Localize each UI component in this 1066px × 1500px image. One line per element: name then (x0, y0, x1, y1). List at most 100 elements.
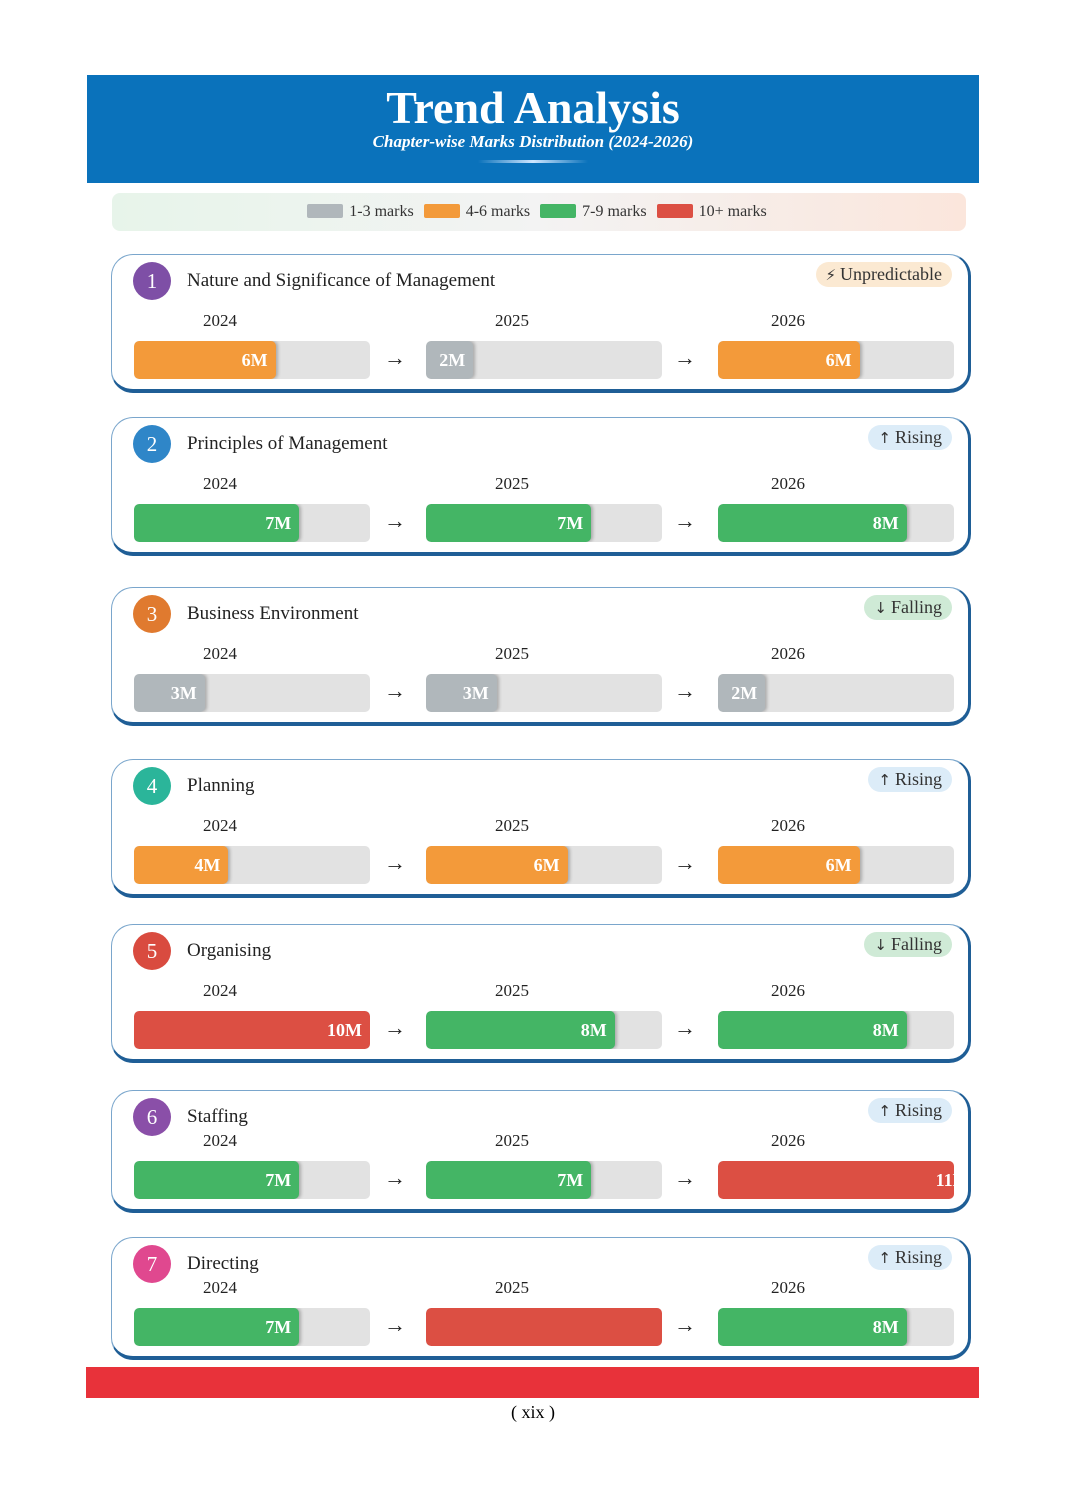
bar-track: 8M (718, 504, 954, 542)
bar: 3M (134, 674, 205, 712)
footer-band (86, 1367, 979, 1398)
trend-label: Unpredictable (840, 264, 942, 284)
bar-track: 6M (426, 846, 662, 884)
bar: 2M (426, 341, 474, 379)
bar-value-label: 7M (265, 513, 292, 533)
chapter-card: 1 Nature and Significance of Management ⚡ U… (111, 254, 971, 393)
arrow: → (674, 1015, 696, 1040)
chapter-number: 6 (133, 1098, 171, 1136)
chapter-title: Principles of Management (187, 433, 388, 454)
bar-value-label: 6M (533, 855, 560, 875)
bar-track: 6M (134, 341, 370, 379)
year-label: 2024 (203, 311, 237, 330)
bar-value-label: 2M (439, 350, 466, 370)
bar-value-label: 7M (265, 1317, 292, 1337)
arrow: → (384, 508, 406, 533)
year-label: 2026 (771, 981, 805, 1000)
bar-track: 16M (426, 1308, 662, 1346)
bar-value-label: 2M (731, 683, 758, 703)
year-label: 2026 (771, 1278, 805, 1297)
bar-value-label: 8M (872, 1020, 899, 1040)
chapter-card: 6 Staffing ↑Rising 2024 7M → 2025 7M → 2026 11M (111, 1090, 971, 1213)
bar: 6M (718, 846, 860, 884)
legend: 1-3 marks 4-6 marks 7-9 marks 10+ marks (112, 193, 966, 231)
chapter-number: 5 (133, 932, 171, 970)
chapter-title: Nature and Significance of Management (187, 270, 496, 291)
underline (478, 160, 588, 163)
year-label: 2024 (203, 644, 237, 663)
bar-value-label: 8M (872, 513, 899, 533)
bar-track: 4M (134, 846, 370, 884)
bar: 8M (718, 1308, 907, 1346)
year-label: 2024 (203, 816, 237, 835)
chapter-title: Directing (187, 1253, 259, 1274)
legend-label: 1-3 marks (349, 203, 414, 220)
bar-track: 7M (134, 1161, 370, 1199)
bar-track: 7M (426, 504, 662, 542)
bar: 3M (426, 674, 497, 712)
arrow: → (384, 1015, 406, 1040)
bar: 8M (718, 504, 907, 542)
year-label: 2025 (495, 311, 529, 330)
trend-label: Rising (894, 1100, 942, 1120)
subtitle: Chapter-wise Marks Distribution (2024-20… (372, 132, 694, 151)
bar-value-label: 6M (825, 350, 852, 370)
arrow: → (384, 850, 406, 875)
trend-label: Rising (894, 1247, 942, 1267)
trend-badge: ↑ Rising (868, 767, 952, 792)
bar-track: 10M (134, 1011, 370, 1049)
year-label: 2024 (203, 981, 237, 1000)
trend-badge: ↑ Rising (868, 1245, 952, 1270)
trend-icon: ↓ (874, 936, 887, 954)
bar-track: 11M (718, 1161, 954, 1199)
legend-swatch (656, 204, 693, 218)
chapter-card: 5 Organising ↓ Falling 2024 10M → 2025 8M → 2026 8M (111, 924, 971, 1063)
bar: 6M (718, 341, 860, 379)
bar-value-label: 3M (170, 683, 197, 703)
arrow: → (674, 678, 696, 703)
bar-track: 7M (134, 1308, 370, 1346)
arrow: → (674, 1312, 696, 1337)
bar: 7M (134, 504, 300, 542)
trend-badge: ↑ Rising (868, 1098, 952, 1123)
year-label: 2024 (203, 1131, 237, 1150)
bar-value-label: 8M (872, 1317, 899, 1337)
year-label: 2026 (771, 1131, 805, 1150)
chapter-number: 3 (133, 595, 171, 633)
legend-swatch (540, 204, 577, 218)
chapter-card: 3 Business Environment ↓ Falling 2024 3M → 2025… (111, 587, 971, 726)
bar-value-label: 10M (327, 1020, 362, 1040)
year-label: 2026 (771, 816, 805, 835)
bar: 8M (718, 1011, 907, 1049)
trend-icon: ↓ (874, 599, 887, 617)
trend-badge: ↓ Falling (864, 932, 952, 957)
trend-badge: ⚡ Unpredictable (815, 262, 952, 287)
trend-icon: ↑ (878, 429, 891, 447)
legend-item: 10+ marks (656, 203, 767, 221)
bar: 10M (134, 1011, 370, 1049)
arrow: → (384, 678, 406, 703)
bar-track: 8M (426, 1011, 662, 1049)
arrow: → (674, 850, 696, 875)
chapter-title: Business Environment (187, 603, 359, 624)
year-label: 2025 (495, 644, 529, 663)
bar-value-label: 4M (194, 855, 221, 875)
bar-value-label: 6M (241, 350, 268, 370)
trend-icon: ↑ (878, 1102, 891, 1120)
legend-label: 10+ marks (698, 203, 767, 220)
bar: 2M (718, 674, 766, 712)
arrow: → (384, 1312, 406, 1337)
chapter-title: Planning (187, 775, 255, 796)
chapter-card: 7 Directing ↑Rising 2024 7M → 2025 16M → 2026 8M (111, 1237, 971, 1360)
bar-value-label: 11M (935, 1170, 954, 1190)
trend-icon: ↑ (878, 1249, 891, 1267)
bar: 7M (134, 1308, 300, 1346)
legend-label: 4-6 marks (465, 203, 531, 220)
bar-track: 3M (134, 674, 370, 712)
trend-label: Rising (894, 427, 942, 447)
year-label: 2025 (495, 474, 529, 493)
bar-value-label: 7M (265, 1170, 292, 1190)
trend-label: Falling (890, 934, 942, 954)
trend-badge: ↓ Falling (864, 595, 952, 620)
